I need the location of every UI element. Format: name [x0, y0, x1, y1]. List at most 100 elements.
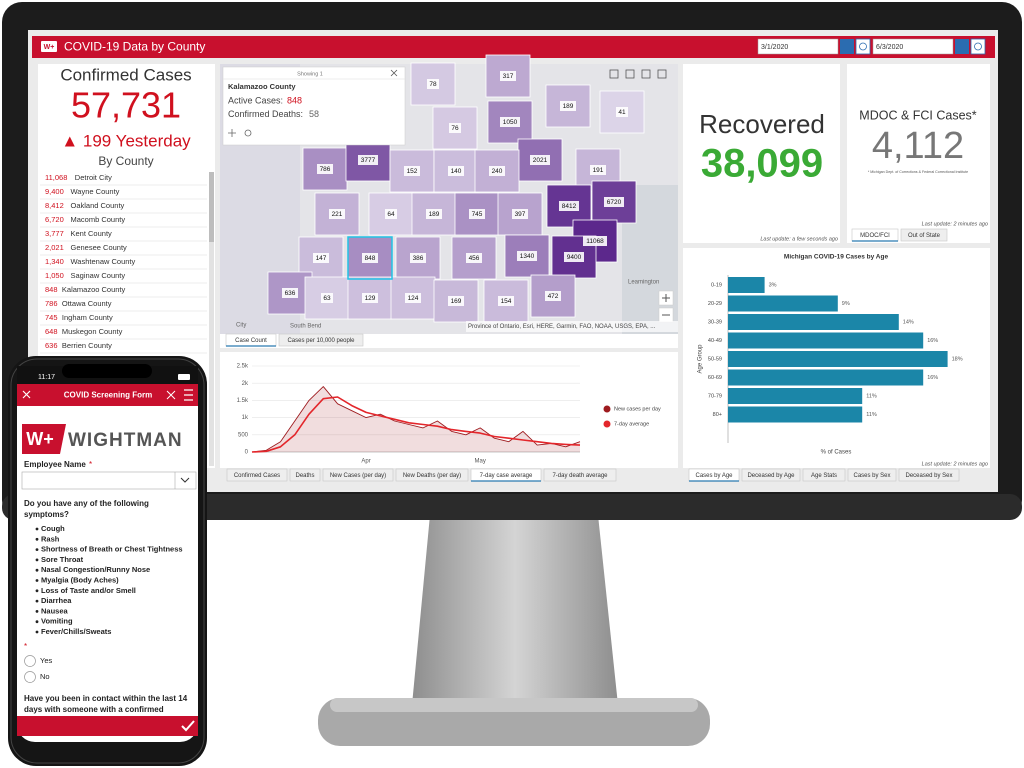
county-label-bg	[449, 123, 461, 133]
tab-label: Cases by Sex	[853, 473, 890, 479]
county-label: 147	[316, 255, 327, 262]
county-label: 786	[320, 166, 331, 173]
county-name: Kent County	[71, 229, 113, 238]
close-icon[interactable]	[22, 390, 31, 399]
map-tool-icon[interactable]	[609, 69, 619, 79]
county-label: 76	[451, 125, 459, 132]
calendar-button[interactable]	[955, 39, 969, 54]
county-label: 1340	[520, 253, 535, 260]
phone-screen	[17, 366, 198, 742]
confirmed-subtitle: By County	[98, 154, 153, 168]
popup-deaths-label: Confirmed Deaths:	[228, 109, 303, 119]
x-tick-label: Apr	[361, 459, 370, 465]
county-name: Detroit City	[75, 173, 112, 182]
map-tool-icon[interactable]	[641, 69, 651, 79]
y-tick-label: 1.5k	[237, 398, 249, 404]
map-tool-icon[interactable]	[625, 69, 635, 79]
date-value: 3/1/2020	[761, 44, 788, 51]
county-label: 456	[469, 255, 480, 262]
county-name: Kalamazoo County	[62, 285, 126, 294]
popup-close[interactable]	[390, 69, 398, 77]
form-title: COVID Screening Form	[64, 391, 152, 400]
recovered-value: 38,099	[701, 142, 823, 186]
bullet	[35, 548, 39, 551]
y-tick-label: 70-79	[708, 393, 722, 399]
bullet	[35, 537, 39, 541]
county-label: 2021	[533, 157, 548, 164]
submit-check[interactable]	[181, 720, 195, 732]
confirmed-total: 57,731	[71, 85, 181, 126]
tab-label: New Deaths (per day)	[403, 473, 461, 479]
symptom: Diarrhea	[41, 596, 72, 605]
county-label-bg	[362, 253, 378, 263]
map-tool-icon[interactable]	[657, 69, 667, 79]
form-header	[17, 384, 198, 406]
share-icon[interactable]	[166, 390, 176, 400]
county-label-bg	[317, 164, 333, 174]
radio[interactable]	[24, 655, 36, 667]
county-label-bg	[616, 107, 628, 117]
tab[interactable]	[226, 468, 288, 482]
header-title: COVID-19 Data by County	[64, 40, 205, 54]
bullet	[35, 579, 39, 582]
attribution-bg	[466, 321, 678, 332]
tab[interactable]	[802, 468, 846, 482]
phone-edge	[10, 358, 205, 764]
county-label-bg	[590, 165, 606, 175]
county-label: 6720	[607, 199, 622, 206]
clock-button[interactable]	[855, 38, 871, 55]
county-label-bg	[426, 209, 442, 219]
county-label-bg	[559, 201, 579, 211]
tab[interactable]	[278, 333, 364, 347]
county-label: 472	[548, 293, 559, 300]
form-footer	[17, 716, 198, 736]
logo-name: WIGHTMAN	[68, 430, 183, 451]
date-input[interactable]	[757, 38, 839, 55]
menu-icon[interactable]	[184, 389, 193, 401]
date-input[interactable]	[872, 38, 954, 55]
county-name: Oakland County	[71, 201, 125, 210]
map-place: South Bend	[290, 324, 321, 330]
county-count: 648	[45, 327, 58, 336]
county-label: 154	[501, 298, 512, 305]
map-attribution: Province of Ontario, Esri, HERE, Garmin,…	[468, 324, 656, 330]
county-label-bg	[530, 155, 550, 165]
popup-zoom	[244, 129, 252, 137]
county-label-bg	[469, 209, 485, 219]
bullet	[35, 568, 39, 572]
symptom: Nausea	[41, 606, 69, 615]
county-count: 636	[45, 341, 58, 350]
clock-button[interactable]	[970, 38, 986, 55]
tab-label: Confirmed Cases	[234, 473, 280, 479]
tab-label: Cases by Age	[695, 473, 733, 479]
area	[252, 386, 580, 452]
legend-swatch	[603, 405, 611, 413]
tab[interactable]	[322, 468, 394, 482]
option-label: No	[40, 672, 50, 681]
clock-icon	[974, 42, 982, 51]
calendar-button[interactable]	[840, 39, 854, 54]
county-label-bg	[427, 79, 439, 89]
age-updated: Last update: 2 minutes ago	[922, 461, 988, 467]
date-value: 6/3/2020	[876, 44, 903, 51]
tab[interactable]	[898, 468, 960, 482]
symptom: Shortness of Breath or Chest Tightness	[41, 545, 183, 554]
name-input[interactable]	[21, 471, 197, 490]
county-label-bg	[560, 101, 576, 111]
county-label: 189	[429, 211, 440, 218]
radio[interactable]	[24, 671, 36, 683]
y-tick-label: 500	[238, 432, 249, 438]
scroll-thumb[interactable]	[209, 172, 214, 242]
y-tick-label: 40-49	[708, 338, 722, 344]
tab[interactable]	[543, 468, 617, 482]
tab[interactable]	[741, 468, 801, 482]
tab[interactable]	[395, 468, 469, 482]
county-label-bg	[545, 291, 561, 301]
county-count: 745	[45, 313, 58, 322]
logo-mark: W+	[26, 429, 54, 449]
tab[interactable]	[900, 228, 948, 242]
tab[interactable]	[289, 468, 321, 482]
bar	[728, 332, 924, 349]
tab[interactable]	[847, 468, 897, 482]
